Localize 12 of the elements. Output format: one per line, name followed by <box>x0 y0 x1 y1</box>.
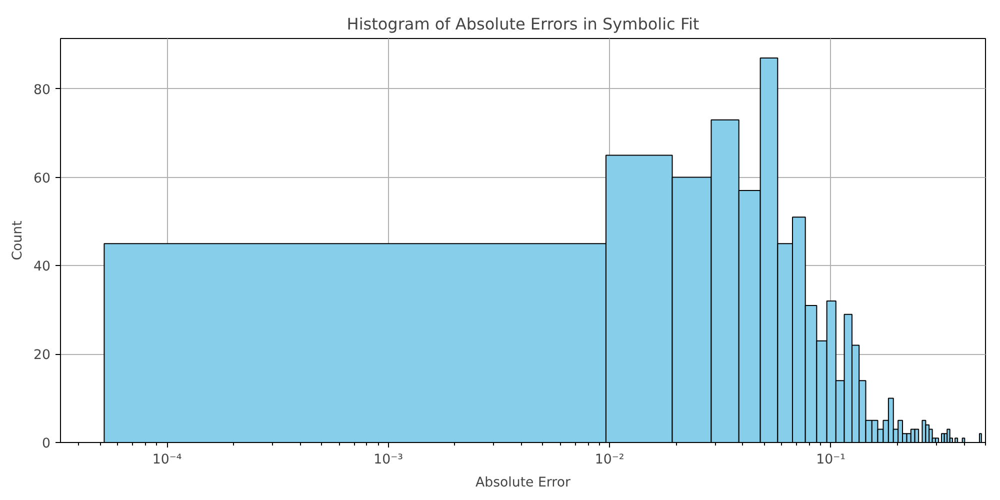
y-axis-title: Count <box>10 220 26 260</box>
x-tick-label: 10⁻¹ <box>816 452 846 468</box>
chart-title: Histogram of Absolute Errors in Symbolic Fit <box>346 14 700 34</box>
x-tick-label: 10⁻³ <box>374 452 403 468</box>
y-tick-label: 80 <box>34 82 51 98</box>
y-tick-label: 40 <box>34 260 51 275</box>
y-tick-label: 20 <box>34 348 51 364</box>
y-tick-label: 0 <box>42 436 51 452</box>
x-tick-label: 10⁻² <box>594 452 624 468</box>
y-tick-label: 60 <box>34 171 51 186</box>
x-axis-title: Absolute Error <box>476 476 572 490</box>
x-tick-label: 10⁻⁴ <box>152 452 182 468</box>
